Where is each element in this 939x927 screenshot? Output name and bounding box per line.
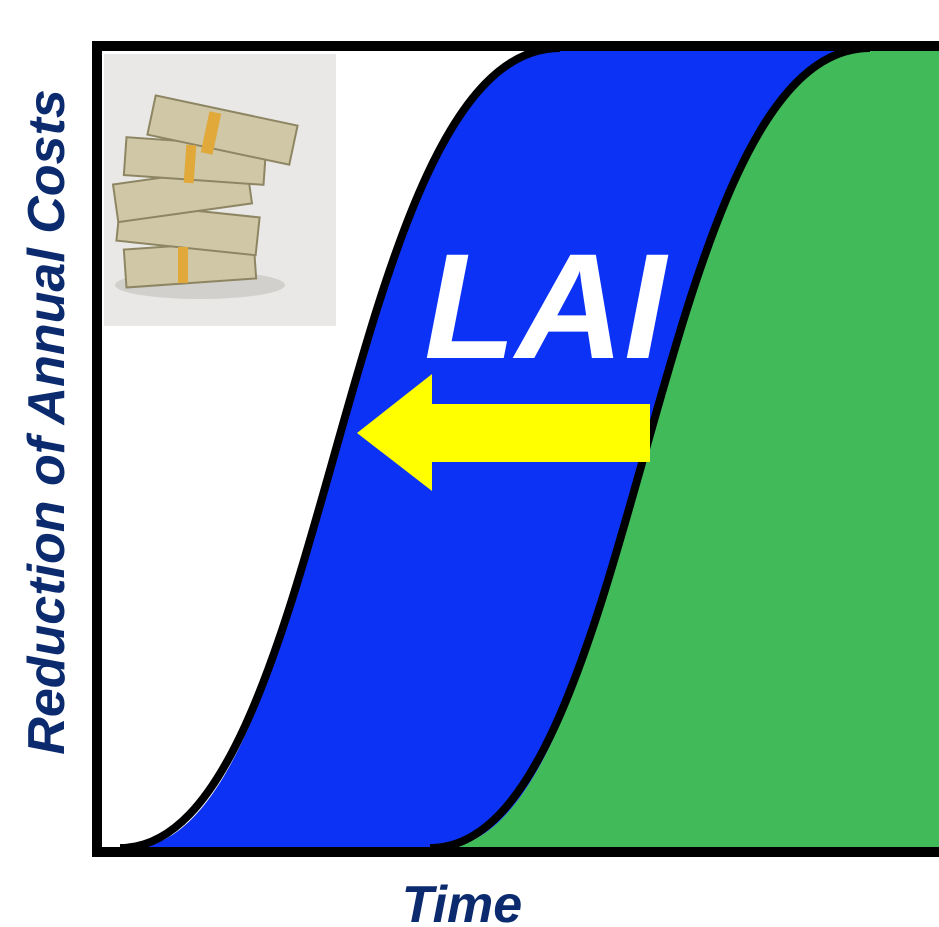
y-axis-label: Reduction of Annual Costs [18, 89, 76, 754]
curve-label: LAI [424, 222, 669, 390]
money-image [104, 54, 336, 326]
x-axis-label: Time [402, 876, 522, 927]
diagram: LAI Time Reduction of Annual Costs [0, 0, 939, 927]
